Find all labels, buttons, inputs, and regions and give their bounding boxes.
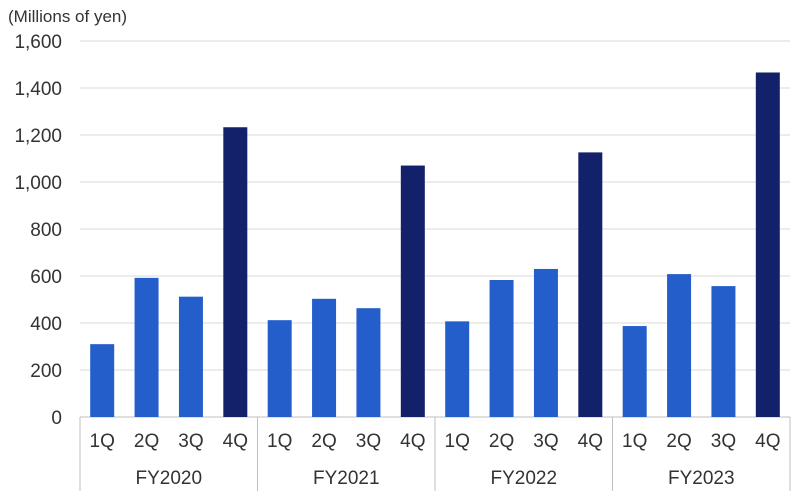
group-label: FY2020 (135, 468, 202, 489)
category-label: 2Q (134, 431, 159, 452)
group-label: FY2023 (668, 468, 735, 489)
category-label: 1Q (90, 431, 115, 452)
bar-FY2022-3Q (533, 268, 558, 417)
y-tick-label: 400 (30, 314, 62, 335)
category-label: 3Q (711, 431, 736, 452)
y-tick-label: 1,200 (14, 126, 62, 147)
bar-FY2023-1Q (622, 326, 647, 417)
category-label: 2Q (489, 431, 514, 452)
group-label: FY2022 (490, 468, 557, 489)
bar-FY2020-2Q (134, 277, 159, 417)
bar-FY2022-2Q (489, 279, 514, 417)
x-axis: 1Q 2Q 3Q 4Q FY2020 1Q 2Q 3Q 4Q FY2021 1Q 2Q 3Q 4Q FY20… (79, 417, 791, 491)
bar-FY2022-1Q (445, 321, 470, 417)
bar-FY2021-4Q (400, 165, 425, 417)
y-tick-label: 800 (30, 220, 62, 241)
group-label: FY2021 (313, 468, 380, 489)
category-label: 4Q (223, 431, 248, 452)
category-label: 1Q (622, 431, 647, 452)
y-tick-label: 0 (51, 408, 62, 429)
bar-FY2023-2Q (667, 274, 692, 417)
bar-FY2021-3Q (356, 308, 381, 417)
bar-FY2020-4Q (223, 127, 248, 418)
bar-FY2023-3Q (711, 286, 736, 417)
y-axis-ticks: 0 200 400 600 800 1,000 1,200 1,400 1,600 (14, 32, 62, 429)
category-label: 2Q (666, 431, 691, 452)
y-tick-label: 200 (30, 361, 62, 382)
unit-label: (Millions of yen) (8, 7, 127, 26)
y-tick-label: 1,400 (14, 79, 62, 100)
category-label: 2Q (311, 431, 336, 452)
bar-FY2021-1Q (267, 320, 292, 417)
y-tick-label: 1,000 (14, 173, 62, 194)
category-label: 4Q (578, 431, 603, 452)
bar-FY2022-4Q (578, 152, 603, 417)
category-label: 4Q (400, 431, 425, 452)
bars (90, 72, 780, 418)
bar-FY2020-3Q (178, 296, 203, 417)
y-tick-label: 600 (30, 267, 62, 288)
category-label: 4Q (755, 431, 780, 452)
category-label: 3Q (533, 431, 558, 452)
bar-FY2021-2Q (312, 298, 337, 417)
category-label: 3Q (356, 431, 381, 452)
bar-FY2020-1Q (90, 344, 115, 417)
category-label: 1Q (445, 431, 470, 452)
category-label: 3Q (178, 431, 203, 452)
category-label: 1Q (267, 431, 292, 452)
y-tick-label: 1,600 (14, 32, 62, 53)
bar-FY2023-4Q (755, 72, 780, 418)
